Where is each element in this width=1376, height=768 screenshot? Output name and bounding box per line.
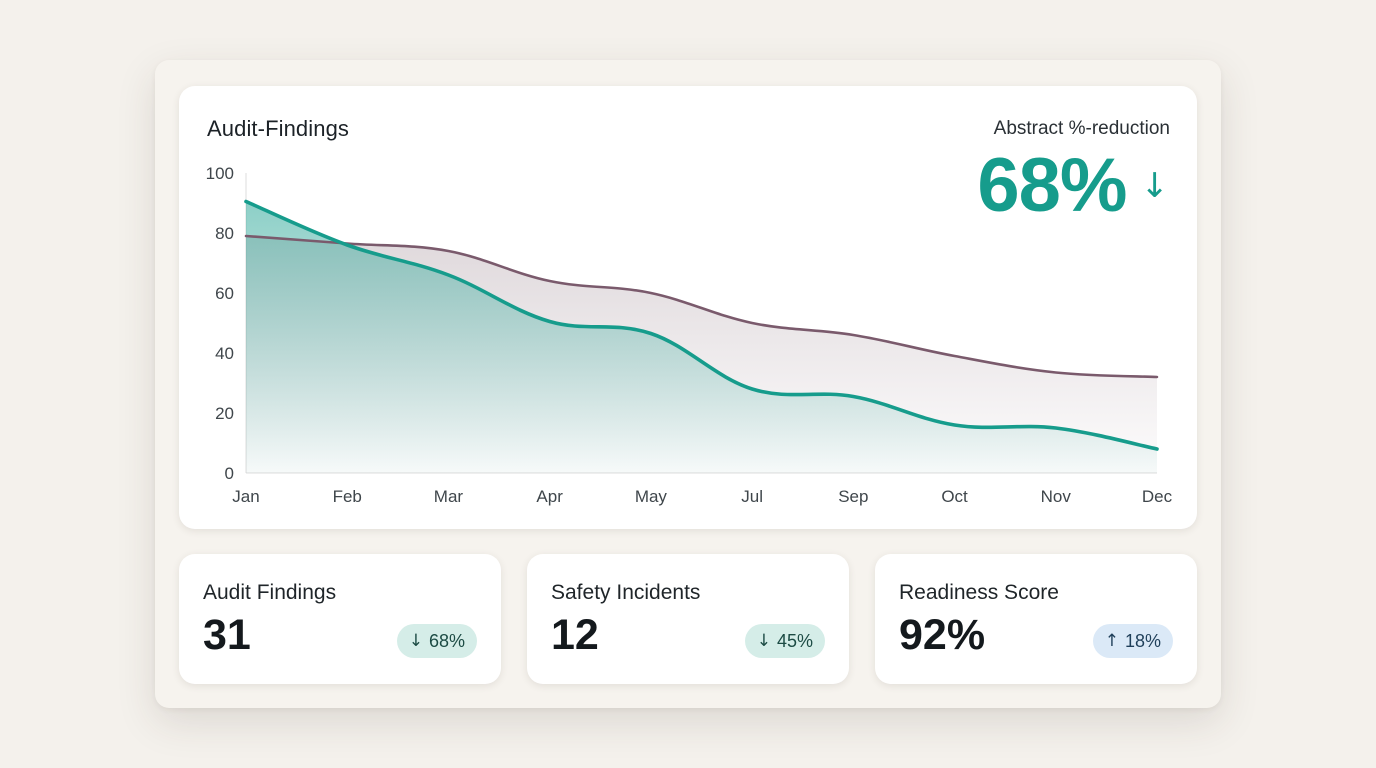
y-tick-label: 80 bbox=[215, 224, 234, 243]
trend-badge: ↓ 68% bbox=[396, 624, 477, 658]
stat-label: Safety Incidents bbox=[551, 581, 701, 604]
x-tick-label: Jul bbox=[741, 487, 763, 506]
trend-badge: ↓ 45% bbox=[744, 624, 825, 658]
x-tick-label: Jan bbox=[232, 487, 259, 506]
stat-card-audit-findings: Audit Findings 31 ↓ 68% bbox=[179, 554, 501, 684]
series-1-line bbox=[244, 199, 1159, 451]
x-tick-label: Mar bbox=[434, 487, 464, 506]
kpi-row: 68% ↓ bbox=[977, 148, 1169, 224]
kpi-label: Abstract %-reduction bbox=[993, 118, 1170, 139]
badge-text: 45% bbox=[776, 630, 813, 651]
chart-card: 0 20 40 60 80 100 Jan Feb Mar Apr May Jul Sep Oct Nov D… bbox=[179, 86, 1197, 529]
x-tick-label: Dec bbox=[1142, 487, 1173, 506]
kpi-value: 68% bbox=[977, 143, 1127, 228]
series-2-line bbox=[244, 234, 1159, 379]
badge-text: 18% bbox=[1124, 630, 1161, 651]
chart-title: Audit-Findings bbox=[207, 116, 350, 141]
arrow-down-icon: ↓ bbox=[756, 631, 771, 651]
y-tick-label: 40 bbox=[215, 344, 234, 363]
y-tick-label: 0 bbox=[225, 464, 234, 483]
dashboard-panel: 0 20 40 60 80 100 Jan Feb Mar Apr May Jul Sep Oct Nov D… bbox=[155, 60, 1221, 708]
y-tick-label: 60 bbox=[215, 284, 234, 303]
stat-value: 12 bbox=[551, 611, 599, 659]
x-tick-label: Apr bbox=[536, 487, 563, 506]
stat-card-safety-incidents: Safety Incidents 12 ↓ 45% bbox=[527, 554, 849, 684]
stat-label: Audit Findings bbox=[203, 581, 337, 604]
x-tick-label: Feb bbox=[333, 487, 362, 506]
y-tick-label: 20 bbox=[215, 404, 234, 423]
x-tick-label: Nov bbox=[1041, 487, 1072, 506]
x-tick-label: Oct bbox=[941, 487, 968, 506]
stat-value: 31 bbox=[203, 611, 251, 659]
trend-badge: ↑ 18% bbox=[1092, 624, 1173, 658]
badge-text: 68% bbox=[428, 630, 465, 651]
y-tick-label: 100 bbox=[206, 164, 234, 183]
arrow-down-icon: ↓ bbox=[1140, 166, 1170, 206]
arrow-up-icon: ↑ bbox=[1104, 631, 1119, 651]
stat-card-readiness-score: Readiness Score 92% ↑ 18% bbox=[875, 554, 1197, 684]
audit-findings-chart: 0 20 40 60 80 100 Jan Feb Mar Apr May Jul Sep Oct Nov D… bbox=[206, 164, 1173, 506]
stat-label: Readiness Score bbox=[899, 581, 1059, 604]
stat-value: 92% bbox=[899, 611, 986, 659]
series-1-area bbox=[246, 201, 1157, 473]
x-tick-label: Sep bbox=[838, 487, 868, 506]
x-tick-label: May bbox=[635, 487, 668, 506]
arrow-down-icon: ↓ bbox=[408, 631, 423, 651]
